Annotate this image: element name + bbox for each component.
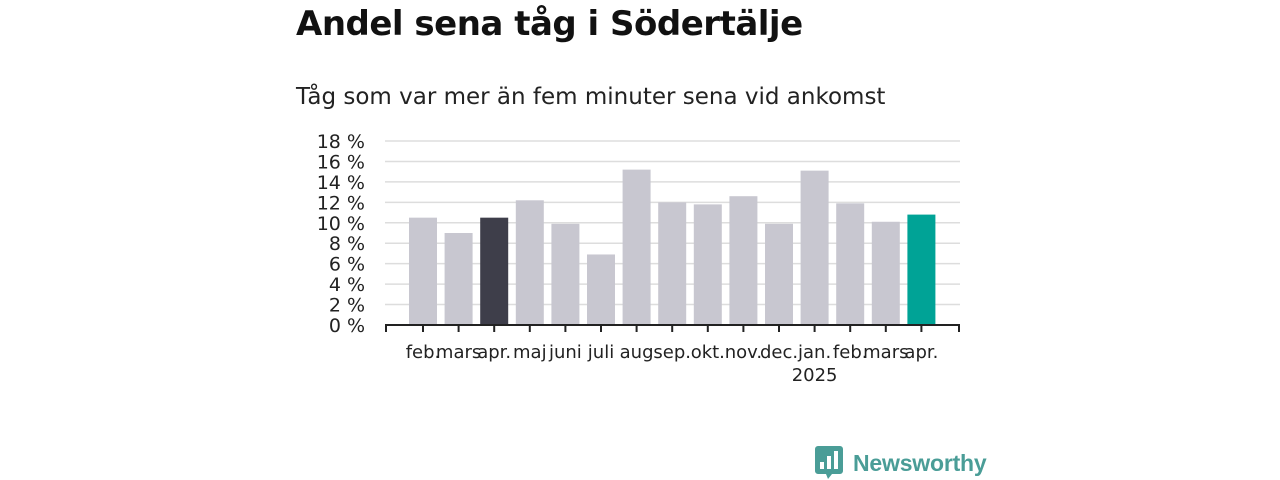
y-tick-label: 6 % (329, 254, 365, 276)
x-tick-label: mars (436, 342, 481, 363)
newsworthy-brand: Newsworthy (815, 446, 987, 480)
y-tick-label: 4 % (329, 274, 365, 296)
y-tick-label: 14 % (317, 172, 365, 194)
bar (622, 169, 651, 325)
bar (693, 204, 722, 325)
bar (658, 202, 687, 325)
x-tick-label: okt. (691, 342, 725, 363)
bar (587, 254, 615, 325)
bar (409, 217, 437, 325)
bar (765, 223, 793, 325)
logo-bar (834, 451, 838, 469)
x-tick-label: mars (863, 342, 908, 363)
bar-chart: 0 %2 %4 %6 %8 %10 %12 %14 %16 %18 %feb.m… (317, 131, 960, 386)
bar (907, 214, 936, 325)
chart-title: Andel sena tåg i Södertälje (296, 4, 803, 44)
x-tick-label: maj (513, 342, 547, 363)
logo-bar (827, 456, 831, 469)
y-tick-label: 16 % (317, 151, 365, 173)
chart-subtitle: Tåg som var mer än fem minuter sena vid … (296, 84, 886, 110)
y-tick-label: 18 % (317, 131, 365, 153)
x-tick-label: nov. (725, 342, 762, 363)
bar (551, 223, 580, 325)
bar (515, 200, 544, 325)
x-tick-label: feb. (833, 342, 868, 363)
y-tick-label: 0 % (329, 315, 365, 337)
bar (480, 217, 509, 325)
y-tick-label: 8 % (329, 233, 365, 255)
x-tick-label: apr. (477, 342, 511, 363)
x-tick-label: apr. (904, 342, 938, 363)
x-tick-label: sep. (653, 342, 691, 363)
logo-bar (820, 462, 824, 469)
newsworthy-logo-icon (815, 446, 843, 479)
x-tick-label: dec. (760, 342, 798, 363)
x-tick-label: jan. (797, 342, 831, 363)
x-tick-label: aug (620, 342, 654, 363)
x-tick-label: feb. (406, 342, 441, 363)
bar (800, 170, 829, 325)
bar (729, 196, 758, 325)
bar (444, 233, 473, 325)
y-tick-label: 10 % (317, 213, 365, 235)
y-tick-label: 2 % (329, 295, 365, 317)
bar (871, 221, 900, 325)
brand-name: Newsworthy (853, 449, 987, 476)
x-tick-label: juni (548, 342, 582, 363)
x-tick-label: juli (587, 342, 614, 363)
y-tick-label: 12 % (317, 192, 365, 214)
bar (836, 203, 865, 325)
x-year-label: 2025 (792, 365, 838, 386)
